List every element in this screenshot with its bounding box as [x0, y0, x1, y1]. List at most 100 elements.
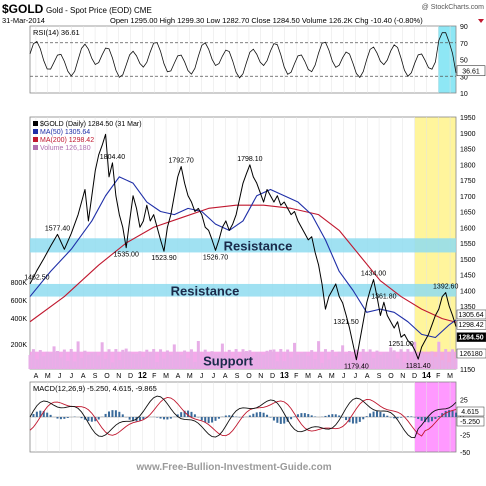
- x-axis-label: M: [187, 373, 193, 380]
- macd-histogram-bar: [114, 410, 117, 417]
- x-axis-label: A: [176, 373, 181, 380]
- volume-bar: [214, 354, 218, 369]
- macd-histogram-bar: [310, 415, 313, 417]
- volume-bar: [224, 356, 228, 369]
- x-axis-label: M: [329, 373, 335, 380]
- macd-histogram-bar: [355, 417, 358, 424]
- volume-tick-label: 600K: [11, 298, 28, 305]
- price-annotation: 1462.50: [24, 275, 49, 282]
- macd-histogram-bar: [455, 412, 457, 417]
- macd-histogram-bar: [207, 417, 210, 424]
- x-axis-label: A: [365, 373, 370, 380]
- price-annotation: 1577.40: [45, 225, 70, 232]
- price-annotation: 1181.40: [406, 363, 431, 370]
- macd-histogram-bar: [63, 417, 66, 419]
- volume-bar: [327, 359, 331, 369]
- volume-bar: [248, 350, 252, 369]
- price-tick-label: 1900: [460, 131, 476, 138]
- macd-histogram-bar: [451, 410, 454, 417]
- volume-bar: [286, 349, 290, 369]
- volume-bar: [207, 357, 211, 369]
- legend-label-volume: Volume 126,180: [40, 145, 91, 152]
- volume-bar: [110, 362, 114, 369]
- macd-last-value: -5.250: [460, 419, 480, 426]
- chart-symbol: $GOLD: [2, 2, 44, 16]
- volume-bar: [141, 356, 145, 369]
- macd-histogram-bar: [35, 411, 38, 417]
- quote-line: Open 1295.00 High 1299.30 Low 1282.70 Cl…: [110, 16, 423, 25]
- volume-bar: [451, 349, 455, 369]
- volume-bar: [55, 350, 59, 369]
- price-annotation: 1526.70: [203, 254, 228, 261]
- macd-histogram-bar: [94, 417, 97, 422]
- volume-bar: [334, 356, 338, 369]
- macd-histogram-bar: [169, 417, 172, 419]
- legend-label-ma200: MA(200) 1298.42: [40, 137, 94, 144]
- macd-histogram-bar: [183, 410, 186, 417]
- macd-histogram-bar: [142, 417, 145, 420]
- macd-histogram-bar: [87, 417, 90, 422]
- volume-bar: [402, 362, 406, 369]
- price-tick-label: 1550: [460, 241, 476, 248]
- price-tick-label: 1600: [460, 225, 476, 232]
- macd-histogram-bar: [400, 417, 403, 418]
- price-tick-label: 1450: [460, 273, 476, 280]
- x-axis-label: A: [318, 373, 323, 380]
- macd-histogram-bar: [324, 415, 327, 417]
- macd-histogram-bar: [39, 410, 42, 417]
- volume-bar: [193, 361, 197, 369]
- volume-bar: [186, 358, 190, 369]
- volume-bar: [279, 349, 283, 369]
- macd-histogram-bar: [331, 414, 334, 417]
- volume-bar: [251, 355, 255, 369]
- macd-histogram-bar: [211, 417, 214, 423]
- x-axis-label: 14: [422, 371, 431, 380]
- volume-bar: [317, 341, 321, 369]
- volume-bar: [351, 357, 355, 369]
- volume-bar: [45, 351, 49, 369]
- volume-bar: [396, 358, 400, 369]
- volume-bar: [66, 360, 70, 369]
- macd-histogram-bar: [358, 417, 361, 422]
- volume-bar: [368, 349, 372, 369]
- macd-histogram-bar: [118, 411, 121, 417]
- x-axis-label: D: [270, 373, 275, 380]
- volume-bar: [423, 353, 427, 369]
- volume-bar: [303, 351, 307, 369]
- legend-label-price: $GOLD (Daily) 1284.50 (31 Mar): [40, 121, 142, 128]
- ma50-line: [29, 176, 457, 339]
- macd-histogram-bar: [132, 417, 135, 422]
- macd-tick-label: -25: [460, 433, 470, 440]
- macd-histogram-bar: [444, 410, 447, 417]
- zone-band-resistance: [30, 283, 456, 297]
- x-axis-label: 12: [138, 371, 147, 380]
- macd-histogram-bar: [375, 411, 378, 417]
- price-last-value-box: [456, 332, 486, 342]
- x-axis-label: S: [93, 373, 98, 380]
- volume-bar: [69, 349, 73, 369]
- macd-histogram-bar: [231, 415, 234, 417]
- macd-histogram-bar: [162, 417, 165, 420]
- macd-histogram-bar: [156, 417, 159, 418]
- down-arrow-icon: [478, 19, 484, 23]
- volume-bar: [275, 361, 279, 369]
- volume-bar: [348, 351, 351, 369]
- macd-histogram-bar: [420, 417, 423, 421]
- volume-bar: [378, 354, 382, 369]
- x-axis-label: M: [45, 373, 51, 380]
- macd-histogram-bar: [121, 414, 124, 417]
- price-tick-label: 1350: [460, 304, 476, 311]
- x-axis-label: O: [388, 373, 394, 380]
- volume-bar: [220, 343, 224, 369]
- macd-histogram-bar: [255, 412, 258, 417]
- macd-histogram-bar: [159, 417, 162, 419]
- volume-bar: [80, 357, 84, 369]
- volume-bar: [310, 350, 314, 369]
- macd-histogram-bar: [224, 415, 227, 417]
- volume-bar: [341, 345, 345, 369]
- price-annotation: 1535.00: [114, 252, 139, 259]
- volume-bar: [59, 357, 63, 369]
- price-annotation: 1798.10: [237, 156, 262, 163]
- rsi-tick-label: 90: [460, 24, 468, 31]
- price-tick-label: 1700: [460, 194, 476, 201]
